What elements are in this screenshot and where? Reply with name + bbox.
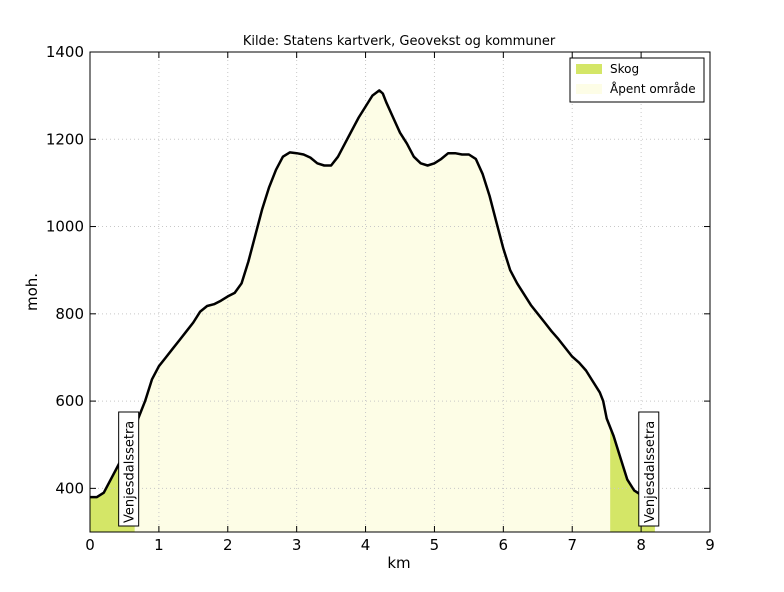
- legend-label-0: Skog: [610, 62, 639, 76]
- x-axis-label: km: [387, 554, 410, 572]
- x-tick-label: 3: [292, 536, 302, 554]
- place-label-text: Venjesdalssetra: [123, 421, 138, 523]
- y-tick-label: 600: [55, 392, 84, 410]
- place-label-1: Venjesdalssetra: [639, 412, 659, 526]
- chart-title: Kilde: Statens kartverk, Geovekst og kom…: [243, 34, 556, 49]
- y-tick-label: 1400: [46, 43, 84, 61]
- y-axis-label: moh.: [23, 273, 41, 311]
- place-label-text: Venjesdalssetra: [643, 421, 658, 523]
- y-tick-label: 1200: [46, 130, 84, 148]
- x-tick-label: 5: [430, 536, 440, 554]
- x-tick-label: 2: [223, 536, 233, 554]
- x-tick-label: 4: [361, 536, 371, 554]
- y-tick-label: 400: [55, 479, 84, 497]
- x-tick-label: 9: [705, 536, 715, 554]
- plot-area: Venjesdalssetra Venjesdalssetra 0 1 2 3 4 5 6 7 8 9…: [46, 43, 715, 554]
- x-tick-label: 8: [636, 536, 646, 554]
- x-tick-label: 0: [85, 536, 95, 554]
- legend-label-1: Åpent område: [610, 81, 696, 96]
- legend-swatch-0: [576, 64, 602, 74]
- place-label-0: Venjesdalssetra: [119, 412, 139, 526]
- legend: Skog Åpent område: [570, 58, 704, 102]
- legend-swatch-1: [576, 84, 602, 94]
- x-tick-label: 6: [499, 536, 509, 554]
- x-tick-label: 7: [567, 536, 577, 554]
- y-tick-label: 1000: [46, 218, 84, 236]
- x-tick-label: 1: [154, 536, 164, 554]
- y-tick-label: 800: [55, 305, 84, 323]
